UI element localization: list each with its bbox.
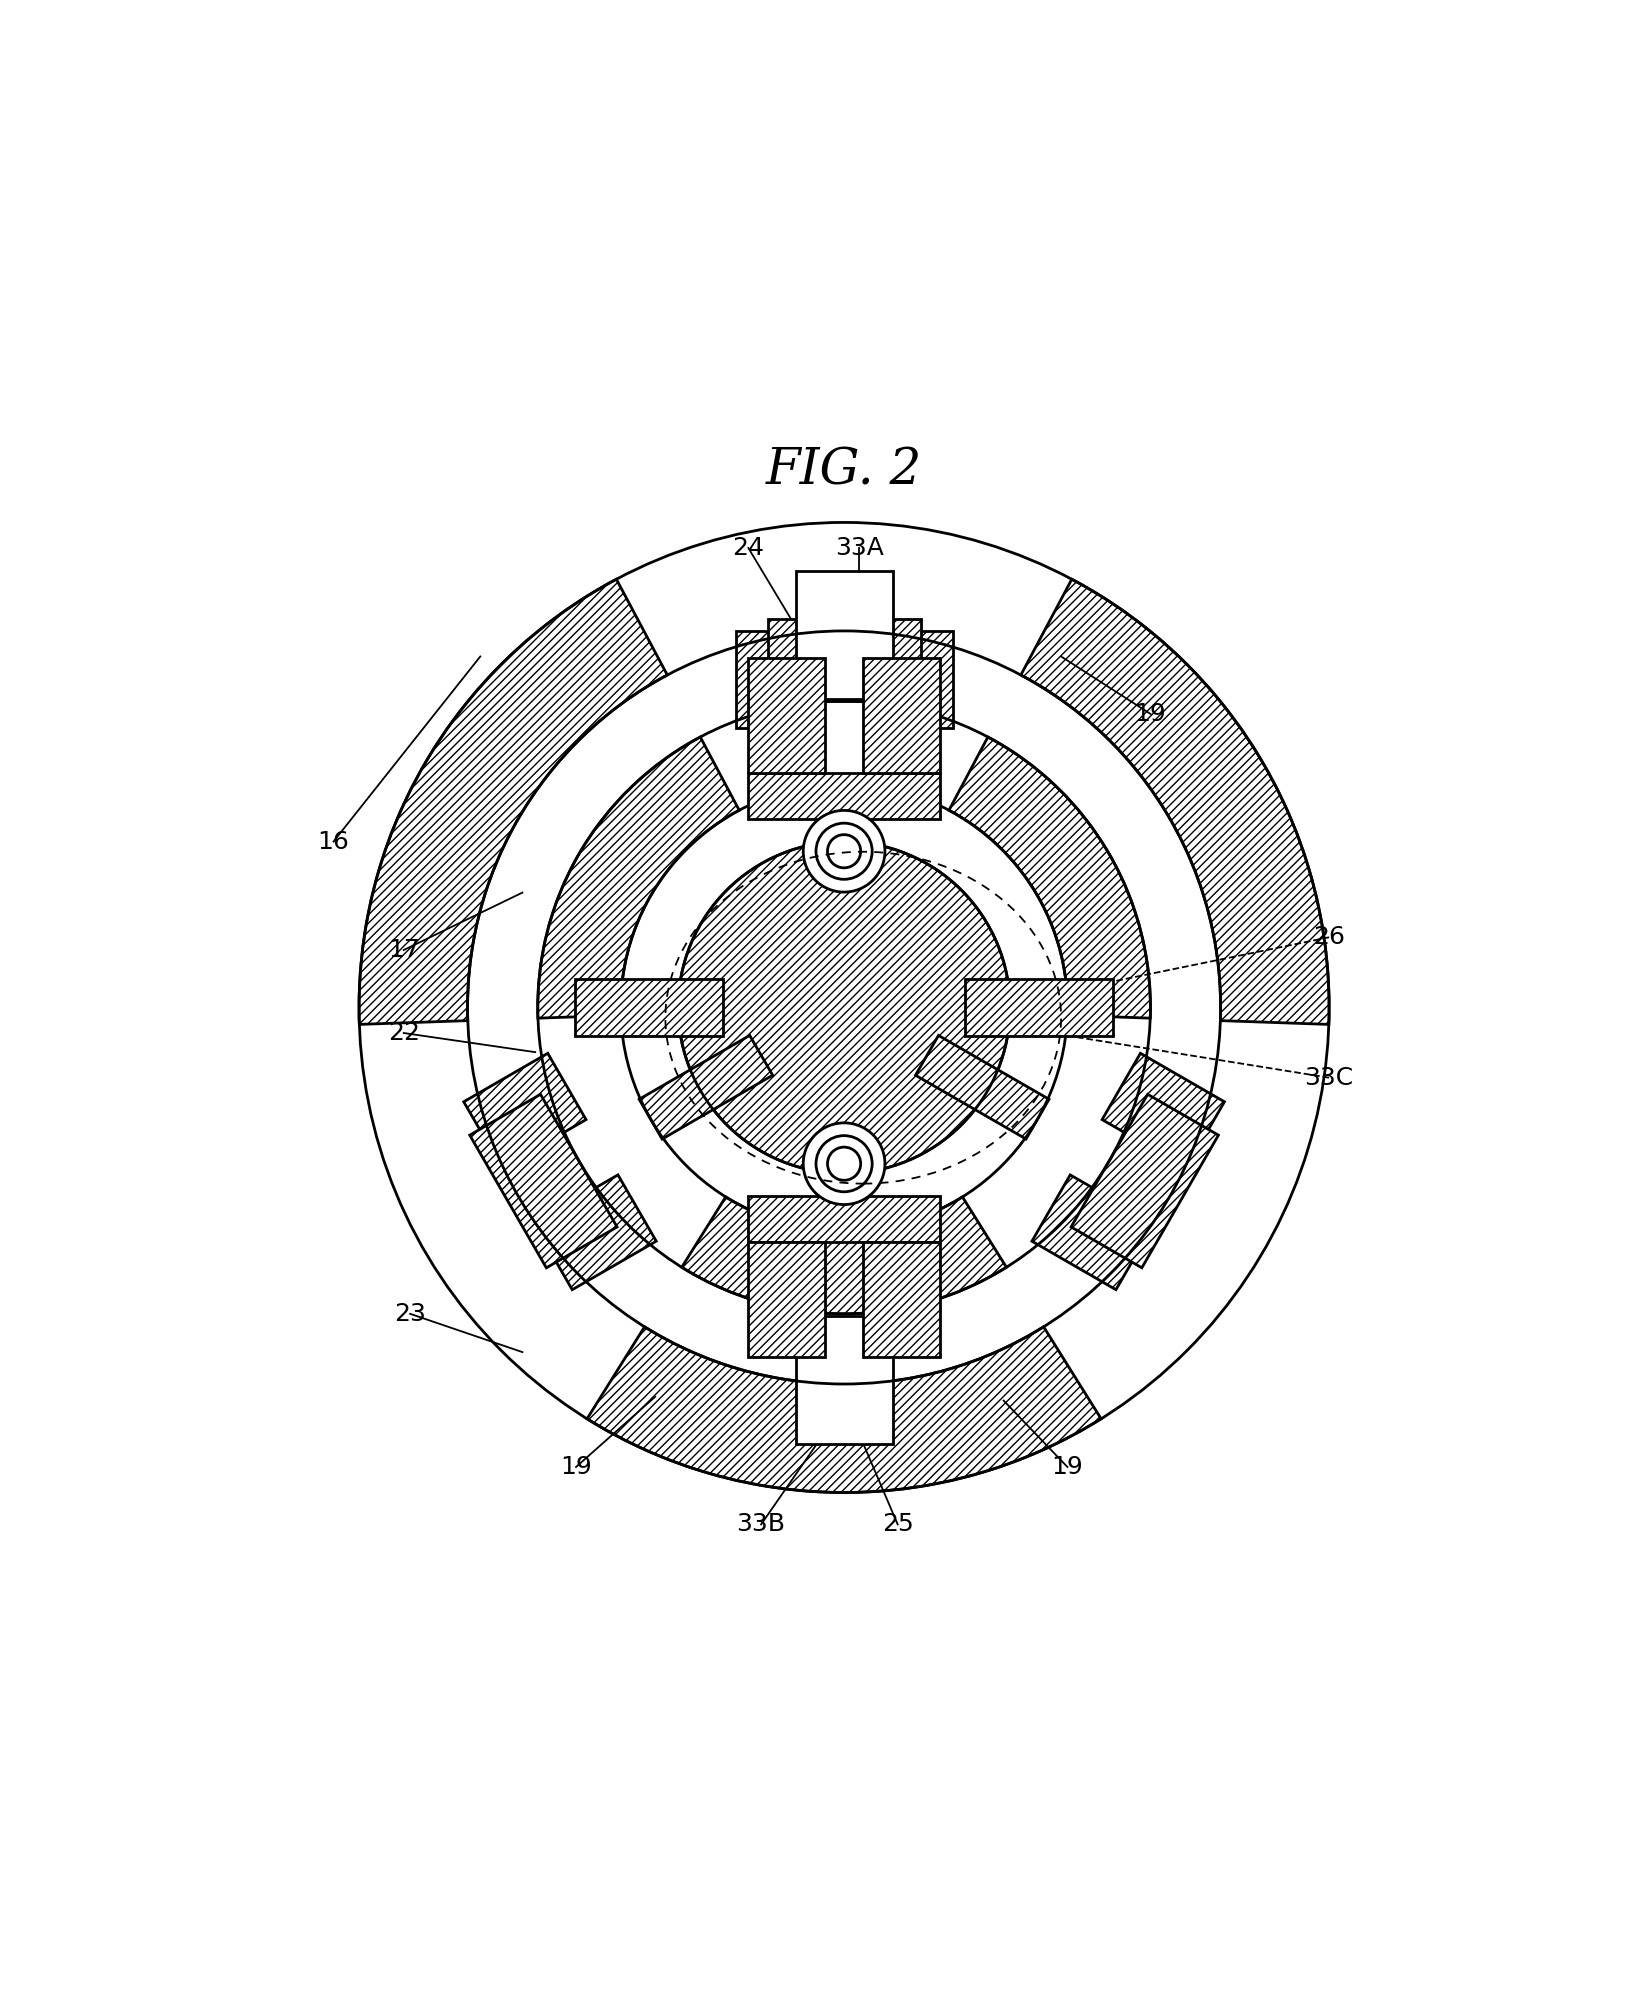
Circle shape	[804, 810, 884, 892]
Polygon shape	[748, 658, 825, 772]
Wedge shape	[539, 736, 740, 1017]
Wedge shape	[949, 736, 1150, 1017]
Text: 33B: 33B	[736, 1512, 786, 1536]
Text: FIG. 2: FIG. 2	[766, 445, 922, 495]
Text: 33A: 33A	[835, 537, 884, 561]
Text: 19: 19	[1135, 702, 1166, 726]
Polygon shape	[1071, 1095, 1219, 1267]
Circle shape	[804, 1123, 884, 1205]
Circle shape	[815, 1135, 873, 1191]
Text: 16: 16	[318, 830, 349, 854]
Circle shape	[679, 842, 1010, 1173]
Polygon shape	[965, 980, 1113, 1035]
Polygon shape	[469, 1095, 618, 1267]
Wedge shape	[586, 1327, 1102, 1492]
Polygon shape	[736, 630, 812, 728]
Polygon shape	[863, 658, 940, 772]
Polygon shape	[748, 772, 940, 818]
Polygon shape	[796, 571, 893, 698]
Circle shape	[815, 824, 873, 880]
Polygon shape	[916, 1035, 1049, 1139]
Wedge shape	[682, 1197, 1006, 1315]
Polygon shape	[464, 1053, 586, 1169]
Circle shape	[827, 1147, 861, 1181]
Text: 33C: 33C	[1304, 1065, 1354, 1089]
Polygon shape	[876, 630, 952, 728]
Text: 24: 24	[733, 537, 764, 561]
Polygon shape	[639, 1035, 772, 1139]
Text: 23: 23	[394, 1303, 427, 1327]
Text: 25: 25	[881, 1512, 914, 1536]
Polygon shape	[748, 1243, 825, 1357]
Polygon shape	[534, 1175, 656, 1289]
Wedge shape	[1021, 579, 1329, 1023]
Polygon shape	[575, 980, 723, 1035]
Polygon shape	[796, 1317, 893, 1444]
Polygon shape	[768, 618, 921, 700]
Text: 22: 22	[387, 1021, 420, 1045]
Circle shape	[827, 834, 861, 868]
Text: 19: 19	[560, 1454, 591, 1478]
Polygon shape	[863, 1243, 940, 1357]
Polygon shape	[1102, 1053, 1224, 1169]
Text: 26: 26	[1313, 926, 1346, 950]
Polygon shape	[1033, 1175, 1155, 1289]
Text: 19: 19	[1051, 1454, 1084, 1478]
Text: 17: 17	[387, 938, 420, 962]
Wedge shape	[359, 579, 667, 1023]
Polygon shape	[748, 1197, 940, 1243]
